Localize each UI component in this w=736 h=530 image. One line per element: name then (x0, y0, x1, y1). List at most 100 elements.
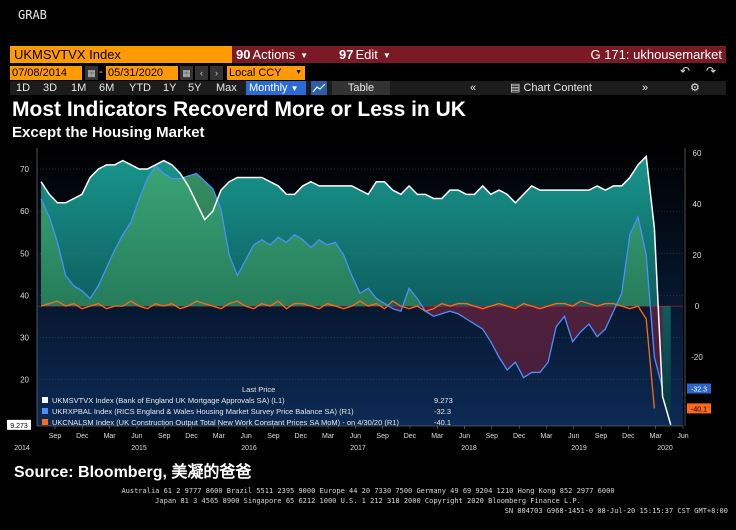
right-axis-tick-label: 0 (695, 302, 700, 311)
x-month-label: Dec (404, 433, 417, 440)
calendar-icon[interactable]: ▦ (180, 66, 193, 80)
chart-title: Most Indicators Recoverd More or Less in… (12, 98, 466, 121)
start-date-field[interactable]: 07/08/2014 (10, 66, 82, 80)
chevron-down-icon: ▼ (300, 51, 309, 60)
x-month-label: Mar (322, 433, 335, 440)
right-axis-tick-label: 60 (693, 149, 702, 158)
x-year-label: 2015 (131, 445, 147, 452)
table-button[interactable]: Table (332, 81, 390, 95)
x-year-label: 2020 (657, 445, 673, 452)
legend-swatch (42, 397, 48, 403)
undo-icon[interactable]: ↶ (680, 64, 691, 78)
left-axis-tick-label: 20 (20, 376, 29, 385)
right-axis-tick-label: 40 (693, 200, 702, 209)
x-year-label: 2019 (571, 445, 587, 452)
currency-value: Local CCY (229, 67, 282, 79)
chart-content-button[interactable]: ▤ Chart Content (510, 81, 592, 95)
edit-menu[interactable]: 97 Edit ▼ (339, 46, 391, 63)
end-date-field[interactable]: 05/31/2020 (106, 66, 178, 80)
frequency-select[interactable]: Monthly ▼ (246, 81, 306, 95)
legend-entry-construction: UKCNALSM Index (UK Construction Output T… (42, 417, 492, 428)
series-line-rics (40, 164, 664, 389)
x-month-label: Mar (431, 433, 444, 440)
line-chart-icon[interactable] (311, 81, 327, 95)
x-month-label: Mar (540, 433, 553, 440)
grab-label: GRAB (18, 8, 47, 22)
legend-value: -32.3 (434, 407, 452, 416)
left-axis-tick-label: 30 (20, 334, 29, 343)
chevron-right-icon[interactable]: › (210, 66, 223, 80)
actions-menu-number: 90 (236, 47, 251, 62)
rics-negative-area (388, 306, 663, 389)
rics-positive-area (41, 165, 663, 307)
edit-menu-number: 97 (339, 47, 354, 62)
edit-menu-label: Edit (355, 47, 378, 62)
left-axis-tick-label: 50 (20, 249, 29, 258)
legend-label: UKMSVTVX Index (Bank of England UK Mortg… (52, 396, 285, 405)
period-3d[interactable]: 3D (43, 82, 58, 94)
construction-last-value-tag-bg (687, 403, 711, 414)
x-month-label: Dec (185, 433, 198, 440)
period-ytd[interactable]: YTD (129, 82, 151, 94)
left-axis-tick-label: 40 (20, 291, 29, 300)
period-6m[interactable]: 6M (99, 82, 115, 94)
x-month-label: Sep (158, 433, 171, 440)
date-separator: - (99, 66, 103, 78)
actions-menu-label: Actions (252, 47, 296, 62)
chart-plot[interactable]: 20 30 40 50 60 70 -20 0 20 40 60 -32.3 -40.1 9.273 Sep… (0, 140, 736, 460)
x-month-label: Sep (595, 433, 608, 440)
period-max[interactable]: Max (216, 82, 237, 94)
x-month-label: Dec (295, 433, 308, 440)
chart-legend: Last Price UKMSVTVX Index (Bank of Engla… (42, 385, 492, 428)
footer-serial: SN 804703 G968-1451-0 08-Jul-20 15:15:37… (504, 507, 728, 515)
rics-last-value-tag: -32.3 (691, 387, 707, 394)
x-month-label: Mar (104, 433, 117, 440)
x-month-label: Jun (677, 433, 688, 440)
x-year-label: 2017 (350, 445, 366, 452)
x-year-label: 2016 (241, 445, 257, 452)
chevron-down-icon: ▼ (290, 84, 299, 93)
right-axis-tick-label: 20 (693, 251, 702, 260)
period-1d[interactable]: 1D (16, 82, 31, 94)
footer-contacts-copyright: Japan 81 3 4565 8900 Singapore 65 6212 1… (155, 497, 581, 505)
x-month-label: Jun (568, 433, 579, 440)
period-1y[interactable]: 1Y (163, 82, 177, 94)
chevron-left-icon[interactable]: ‹ (195, 66, 208, 80)
legend-value: 9.273 (434, 396, 453, 405)
period-5y[interactable]: 5Y (188, 82, 202, 94)
x-month-label: Mar (650, 433, 663, 440)
mortgage-last-value-tag-bg (7, 419, 31, 430)
x-month-label: Sep (267, 433, 280, 440)
x-month-label: Jun (131, 433, 142, 440)
x-month-label: Jun (240, 433, 251, 440)
legend-header: Last Price (242, 385, 276, 394)
right-axis-tick-label: -20 (691, 353, 703, 362)
legend-label: UKCNALSM Index (UK Construction Output T… (52, 418, 399, 427)
currency-select[interactable]: Local CCY ▼ (227, 66, 305, 80)
legend-swatch (42, 408, 48, 414)
collapse-right-icon[interactable]: » (642, 82, 649, 94)
x-month-label: Dec (76, 433, 89, 440)
series-line-mortgage (40, 154, 672, 426)
x-month-label: Dec (513, 433, 526, 440)
x-month-label: Mar (213, 433, 226, 440)
period-1m[interactable]: 1M (71, 82, 87, 94)
collapse-left-icon[interactable]: « (470, 82, 477, 94)
calendar-icon[interactable]: ▦ (85, 66, 98, 80)
function-title: G 171: ukhousemarket (590, 47, 722, 62)
redo-icon[interactable]: ↷ (706, 64, 717, 78)
chart-subtitle: Except the Housing Market (12, 124, 205, 141)
construction-last-value-tag: -40.1 (691, 406, 707, 413)
chart-content-label: Chart Content (523, 82, 592, 94)
gear-icon[interactable]: ⚙ (690, 82, 700, 94)
mortgage-last-value-tag: 9.273 (10, 423, 28, 430)
legend-entry-mortgage: UKMSVTVX Index (Bank of England UK Mortg… (42, 395, 492, 406)
legend-value: -40.1 (434, 418, 452, 427)
actions-menu[interactable]: 90 Actions ▼ (236, 46, 308, 63)
x-month-label: Sep (486, 433, 499, 440)
security-ticker-field[interactable]: UKMSVTVX Index (10, 46, 232, 63)
left-axis-tick-label: 70 (20, 165, 29, 174)
legend-swatch (42, 419, 48, 425)
legend-label: UKRXPBAL Index (RICS England & Wales Hou… (52, 407, 354, 416)
x-month-label: Sep (376, 433, 389, 440)
